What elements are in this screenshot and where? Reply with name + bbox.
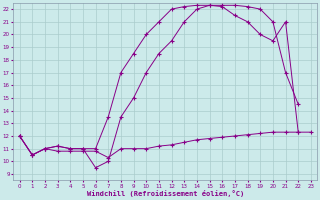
X-axis label: Windchill (Refroidissement éolien,°C): Windchill (Refroidissement éolien,°C) [87,190,244,197]
